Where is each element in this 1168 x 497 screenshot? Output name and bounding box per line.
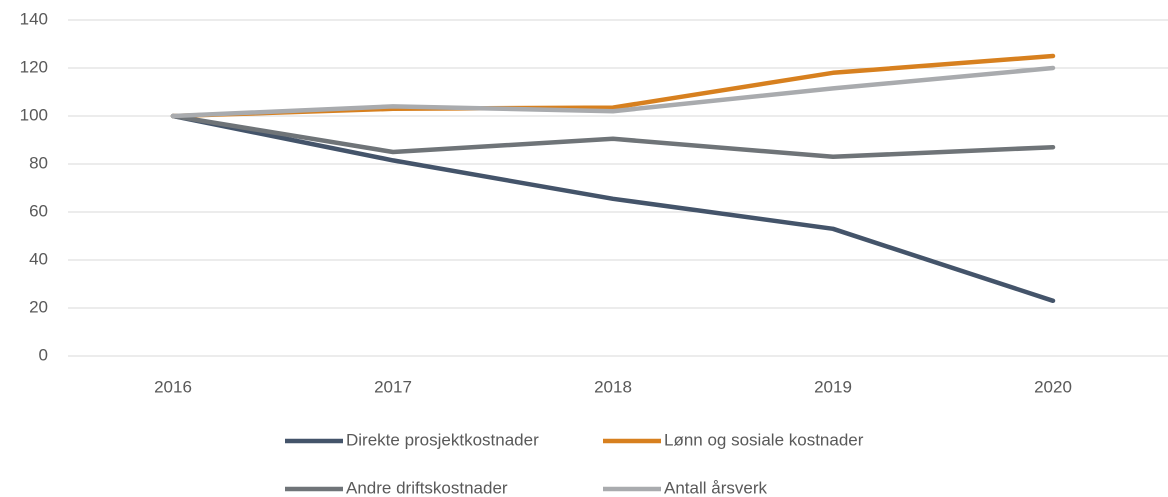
series-line <box>170 113 1056 304</box>
legend-label: Andre driftskostnader <box>346 478 508 497</box>
y-tick-label: 80 <box>29 153 48 172</box>
y-tick-label: 60 <box>29 201 48 220</box>
legend-label: Antall årsverk <box>664 478 767 497</box>
y-tick-label: 120 <box>20 57 48 76</box>
y-tick-label: 140 <box>20 9 48 28</box>
legend-label: Direkte prosjektkostnader <box>346 430 539 449</box>
y-tick-label: 0 <box>39 345 48 364</box>
y-tick-label: 40 <box>29 249 48 268</box>
series-line <box>170 113 1056 160</box>
x-tick-label: 2019 <box>814 377 852 396</box>
x-tick-label: 2018 <box>594 377 632 396</box>
series-line <box>170 53 1056 119</box>
legend-label: Lønn og sosiale kostnader <box>664 430 864 449</box>
x-tick-label: 2016 <box>154 377 192 396</box>
x-tick-label: 2017 <box>374 377 412 396</box>
y-tick-label: 100 <box>20 105 48 124</box>
series-line <box>170 65 1056 119</box>
y-tick-label: 20 <box>29 297 48 316</box>
x-tick-label: 2020 <box>1034 377 1072 396</box>
